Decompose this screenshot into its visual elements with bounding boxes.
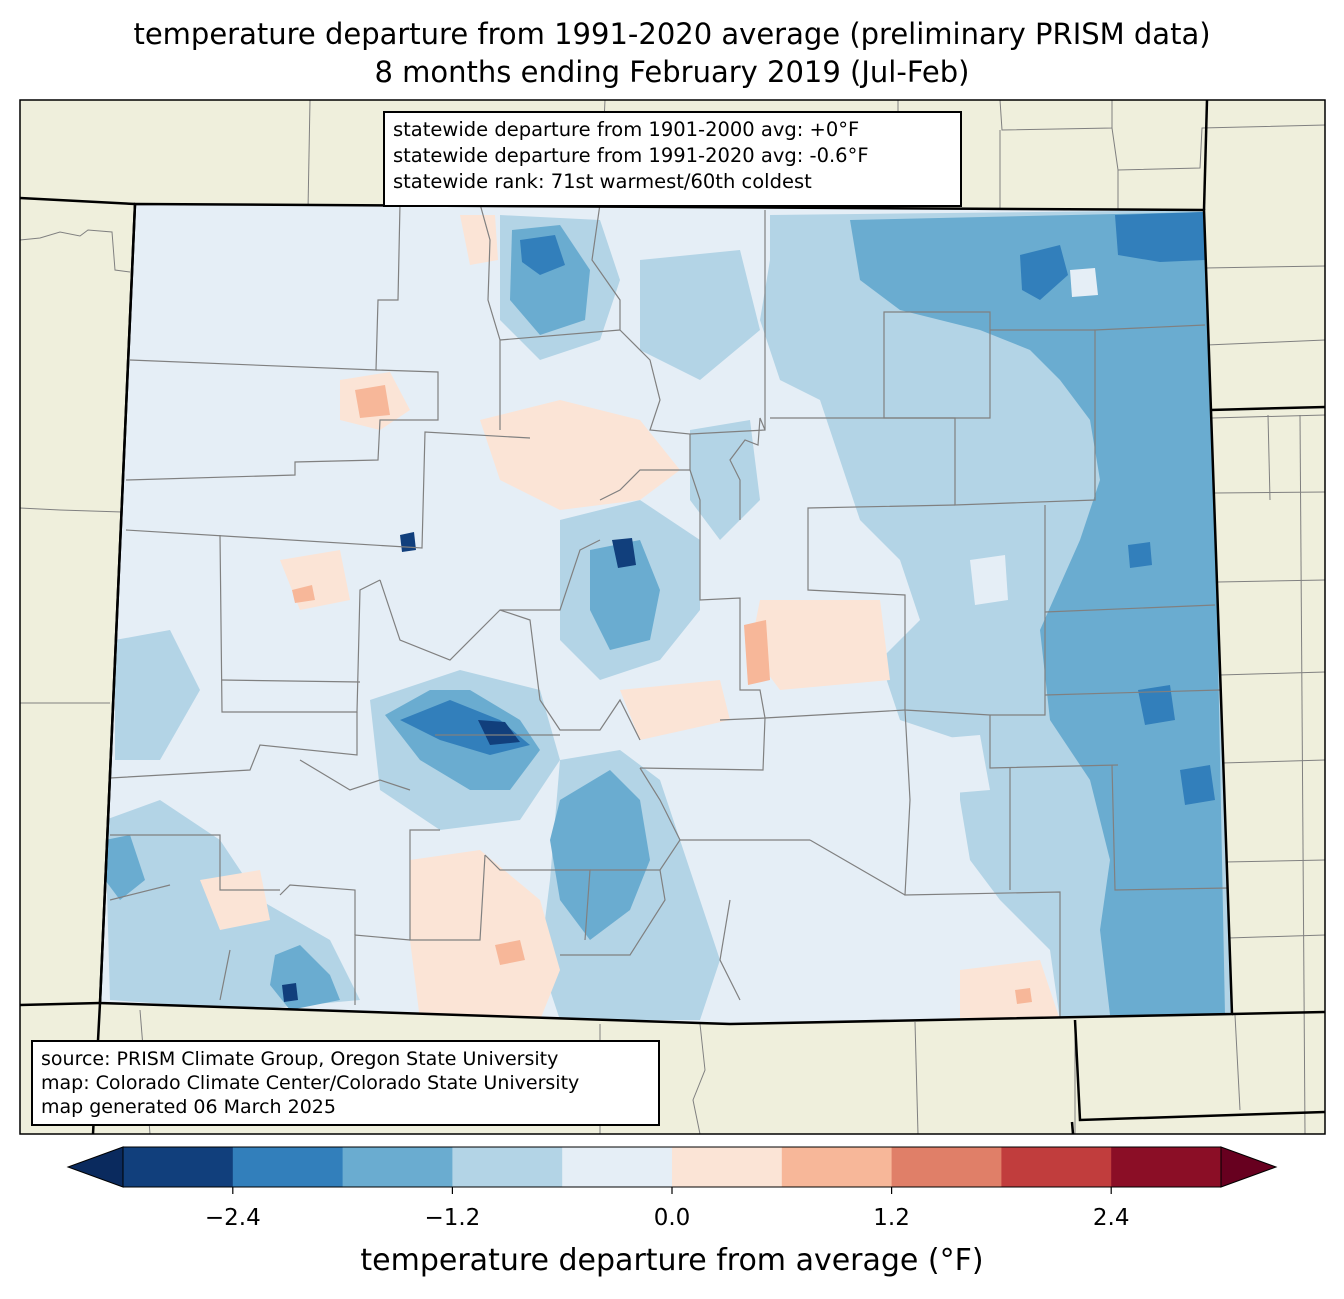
anomaly-sw-warm	[200, 870, 270, 930]
anomaly-ne-core-2	[1020, 245, 1068, 300]
colorbar-label: temperature departure from average (°F)	[360, 1243, 984, 1278]
colorbar-bin	[342, 1147, 453, 1187]
colorbar	[66, 1146, 1278, 1194]
anomaly-northeast-cold	[850, 212, 1225, 1015]
anomaly-warm-core-4	[1015, 988, 1032, 1004]
anomaly-field	[100, 204, 1232, 1024]
anomaly-southeast-cold	[550, 770, 650, 940]
colorbar-bin	[232, 1147, 344, 1187]
colorbar-over-arrow	[1220, 1146, 1278, 1188]
anomaly-south-warm	[410, 850, 560, 1020]
anomaly-e-core-2	[1180, 765, 1215, 805]
colorbar-bin	[672, 1147, 783, 1187]
anomaly-e-core-3	[1128, 542, 1152, 568]
title-line-2: 8 months ending February 2019 (Jul-Feb)	[374, 55, 970, 89]
anomaly-se-near-normal	[920, 735, 990, 795]
title-line-1: temperature departure from 1991-2020 ave…	[133, 17, 1211, 51]
anomaly-ne-warm-spot	[1070, 268, 1098, 297]
anomaly-w-deep	[400, 532, 416, 552]
stats-departure-1901: statewide departure from 1901-2000 avg: …	[393, 118, 860, 141]
colorbar-bin	[562, 1147, 673, 1187]
credits-box: source: PRISM Climate Group, Oregon Stat…	[31, 1040, 660, 1126]
stats-rank: statewide rank: 71st warmest/60th coldes…	[393, 170, 812, 193]
colorbar-bin	[123, 1147, 234, 1187]
anomaly-sw-cold-2	[105, 835, 145, 900]
colorbar-tick-label: 0.0	[653, 1205, 691, 1231]
anomaly-central-cold	[590, 540, 660, 650]
anomaly-warm-core-3	[495, 940, 525, 965]
colorbar-bin	[1001, 1147, 1112, 1187]
anomaly-southcentral-warm	[750, 600, 890, 690]
statewide-stats-box: statewide departure from 1901-2000 avg: …	[383, 111, 962, 207]
colorbar-bin	[452, 1147, 563, 1187]
anomaly-n-warm	[460, 215, 498, 265]
anomaly-ne-core-1	[1115, 212, 1205, 262]
colorbar-under-arrow	[66, 1146, 124, 1188]
colorbar-tick-label: −1.2	[424, 1205, 481, 1231]
anomaly-central-core	[612, 538, 636, 568]
stats-departure-1991: statewide departure from 1991-2020 avg: …	[393, 144, 869, 167]
map-frame	[19, 99, 1326, 1135]
colorbar-bin	[891, 1147, 1002, 1187]
anomaly-c-warm	[620, 680, 730, 740]
anomaly-e-near-normal	[970, 555, 1008, 605]
anomaly-se-warm	[960, 960, 1060, 1020]
colorbar-bin	[781, 1147, 893, 1187]
anomaly-warm-core-5	[292, 585, 315, 603]
anomaly-sw-deep	[282, 983, 298, 1002]
anomaly-mountain-warm	[480, 400, 680, 510]
colorbar-tick-label: −2.4	[204, 1205, 261, 1231]
anomaly-warm-core-2	[355, 385, 390, 418]
anomaly-warm-core-1	[744, 620, 770, 685]
colorbar-bin	[1111, 1147, 1222, 1187]
credits-source: source: PRISM Climate Group, Oregon Stat…	[41, 1048, 559, 1070]
state-boundaries	[20, 100, 1325, 1134]
anomaly-northcentral-cool	[640, 250, 760, 380]
credits-generated: map generated 06 March 2025	[41, 1096, 336, 1118]
anomaly-frontrange-cool	[690, 420, 760, 540]
anomaly-n-core	[520, 235, 565, 275]
credits-map: map: Colorado Climate Center/Colorado St…	[41, 1072, 580, 1094]
anomaly-sanjuan-deep	[478, 720, 520, 745]
county-lines	[109, 204, 1229, 1020]
colorbar-tick-label: 1.2	[873, 1205, 910, 1231]
anomaly-e-core-1	[1138, 685, 1175, 725]
anomaly-west-cool	[115, 630, 200, 760]
colorbar-tick-label: 2.4	[1092, 1205, 1130, 1231]
